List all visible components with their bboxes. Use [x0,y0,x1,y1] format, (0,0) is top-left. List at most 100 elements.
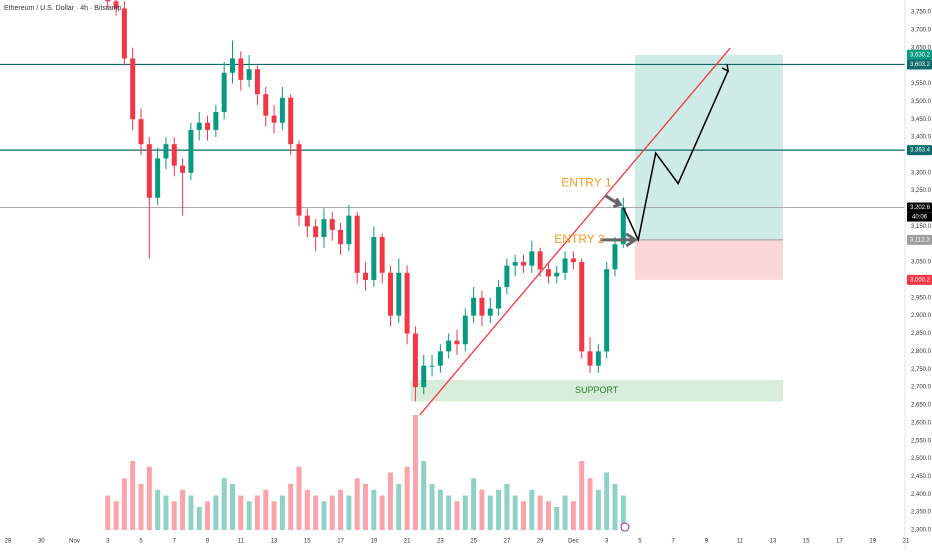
volume-bar [146,466,152,530]
candle-body [595,351,601,366]
y-tick-label: 2,400.0 [911,492,932,498]
candle-body [537,251,543,270]
volume-bar [263,489,269,530]
volume-bar [138,484,144,530]
x-tick-label: 23 [437,539,444,545]
y-tick-label: 3,250.0 [911,188,932,194]
candle-body [604,269,610,352]
volume-bar [579,461,585,530]
x-tick-label: 25 [470,539,477,545]
y-tick-label: 2,900.0 [911,313,932,319]
y-tick-label: 3,650.0 [911,45,932,51]
y-tick-label: 3,150.0 [911,224,932,230]
x-tick-label: Nov [69,539,80,545]
volume-bar [180,489,186,530]
event-icon[interactable] [620,522,630,532]
candle-body [521,262,527,266]
volume-bar [504,484,510,530]
x-tick-label: 29 [537,539,544,545]
volume-bar [471,478,477,530]
candle-body [462,315,468,345]
volume-bar [155,489,161,530]
candle-body [545,269,551,277]
volume-bar [587,478,593,530]
y-tick-label: 3,050.0 [911,260,932,266]
candle-body [163,144,169,159]
candle-body [188,129,194,173]
volume-bar [321,501,327,530]
plot-area: SUPPORT ENTRY 1 ENTRY 2 [0,0,905,530]
support-zone [410,379,783,402]
y-tick-label: 2,650.0 [911,403,932,409]
candle-body [487,308,493,316]
candle-body [496,287,502,309]
volume-bar [570,501,576,530]
price-tag [907,59,932,70]
candle-body [346,215,352,245]
y-tick-label: 3,750.0 [911,10,932,16]
volume-bar [412,415,418,530]
x-tick-label: 13 [770,539,777,545]
candle-body [263,94,269,116]
candle-body [213,112,219,130]
candle-body [421,365,427,388]
y-tick-label: 2,750.0 [911,367,932,373]
x-tick-label: 11 [238,539,245,545]
volume-bar [205,501,211,530]
price-tag-label: 3,603.2 [910,62,931,68]
volume-bar [496,489,502,530]
y-tick-label: 2,600.0 [911,420,932,426]
countdown: 40:06 [912,215,928,221]
projection-path [622,70,729,243]
volume-bar [421,461,427,530]
x-tick-label: 3 [106,539,110,545]
candle-body [238,58,244,80]
price-tag [907,145,932,156]
candle-body [404,272,410,334]
x-tick-label: 9 [206,539,210,545]
volume-bar [487,495,493,530]
candle-body [271,115,277,123]
y-tick-label: 3,700.0 [911,27,932,33]
volume-bar [105,495,111,530]
volume-bar [363,484,369,530]
candle-body [562,258,568,273]
volume-bar [196,507,202,530]
candle-body [288,97,294,145]
volume-bar [329,495,335,530]
volume-bar [246,501,252,530]
volume-bar [479,489,485,530]
candle-body [454,340,460,345]
volume-bar [521,501,527,530]
candle-body [620,207,626,245]
volume-bar [437,489,443,530]
x-tick-label: 7 [173,539,177,545]
volume-bar [354,478,360,530]
candle-body [246,69,252,80]
candle-body [254,69,260,95]
volume-bar [379,495,385,530]
volume-bar [537,495,543,530]
y-tick-label: 2,450.0 [911,474,932,480]
candle-body [279,97,285,123]
y-tick-label: 2,300.0 [911,528,932,534]
support-label: SUPPORT [575,385,619,395]
x-tick-label: 28 [5,539,12,545]
x-tick-label: 9 [705,539,709,545]
x-tick-label: 5 [638,539,642,545]
volume-bar [604,472,610,530]
candle-body [579,262,585,352]
volume-bar [454,501,460,530]
candle-body [296,144,302,216]
candle-body [363,272,369,280]
volume-bar [254,495,260,530]
x-tick-label: 15 [803,539,810,545]
candle-body [512,262,518,266]
volume-bar [512,495,518,530]
volume-bar [338,489,344,530]
volume-bar [554,507,560,530]
price-tag-label: 3,000.2 [910,277,931,283]
trendline [419,47,731,416]
volume-bar [279,495,285,530]
